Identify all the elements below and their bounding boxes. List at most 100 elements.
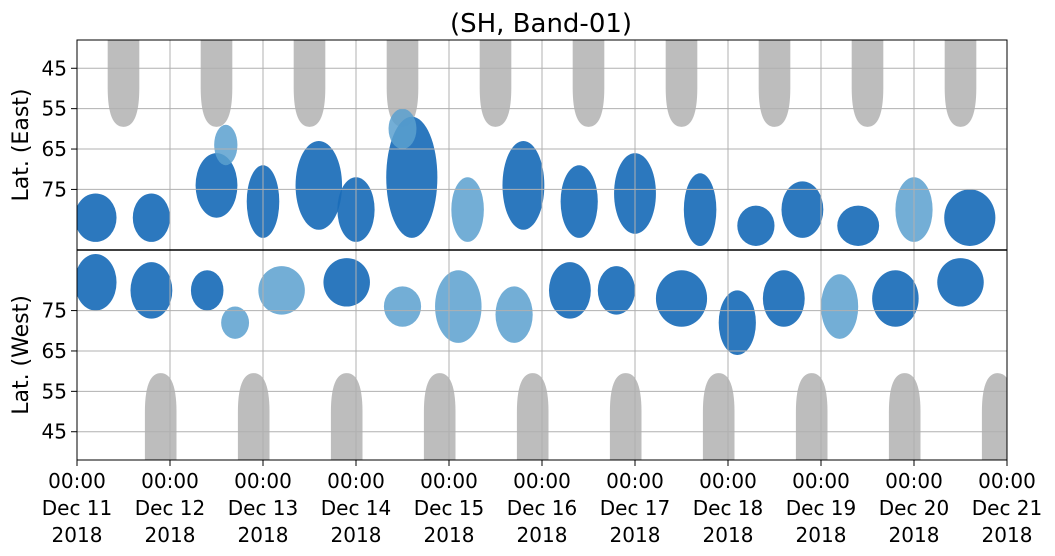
- night-region-west-2: [330, 373, 363, 460]
- activity-west-3: [221, 306, 250, 339]
- activity-west-12: [718, 290, 756, 356]
- activity-west-10: [597, 266, 636, 315]
- activity-east-5: [295, 140, 343, 230]
- night-region-west-3: [423, 373, 456, 460]
- night-region-east-1: [200, 40, 233, 127]
- y-tick-label-east-0: 45: [42, 56, 67, 80]
- activity-west-0: [77, 254, 117, 311]
- activity-east-13: [683, 173, 717, 246]
- x-tick-label-3: 00:00 Dec 14 2018: [321, 469, 392, 547]
- y-tick-label-east-2: 65: [42, 137, 67, 161]
- x-tick-label-8: 00:00 Dec 19 2018: [786, 469, 857, 547]
- y-tick-label-west-0: 75: [42, 299, 67, 323]
- night-region-east-5: [572, 40, 605, 127]
- activity-west-5: [323, 258, 370, 307]
- x-tick-label-0: 00:00 Dec 11 2018: [42, 469, 113, 547]
- x-tick-time-4: 00:00: [420, 469, 478, 493]
- x-tick-time-7: 00:00: [699, 469, 757, 493]
- x-tick-date-1: Dec 12: [135, 496, 206, 520]
- activity-west-7: [435, 270, 482, 343]
- activity-west-9: [548, 262, 591, 319]
- activity-east-16: [837, 205, 880, 246]
- night-region-east-7: [758, 40, 791, 127]
- x-tick-label-10: 00:00 Dec 21 2018: [972, 469, 1043, 547]
- night-region-west-1: [237, 373, 270, 460]
- activity-west-8: [495, 286, 533, 343]
- activity-west-11: [655, 270, 708, 327]
- y-tick-label-east-1: 55: [42, 97, 67, 121]
- x-tick-time-5: 00:00: [513, 469, 571, 493]
- x-tick-year-0: 2018: [52, 523, 103, 547]
- x-tick-year-5: 2018: [517, 523, 568, 547]
- activity-west-16: [937, 258, 984, 307]
- activity-east-1: [132, 193, 170, 242]
- x-tick-year-9: 2018: [889, 523, 940, 547]
- y-tick-label-west-3: 45: [42, 420, 67, 444]
- night-region-east-9: [944, 40, 977, 127]
- x-tick-date-4: Dec 15: [414, 496, 485, 520]
- plot-area: 45 55 65 75 75 65 55 45 00:00 Dec 11 2018 00:00 Dec …: [42, 39, 1043, 547]
- x-tick-time-3: 00:00: [327, 469, 385, 493]
- activity-east-15: [781, 181, 824, 238]
- y-tick-label-west-1: 65: [42, 339, 67, 363]
- x-tick-time-0: 00:00: [48, 469, 106, 493]
- y-axis-title-east: Lat. (East): [9, 89, 34, 202]
- activity-east-9: [451, 177, 484, 242]
- x-tick-year-4: 2018: [424, 523, 475, 547]
- x-tick-time-6: 00:00: [606, 469, 664, 493]
- night-region-west-9: [981, 373, 1007, 460]
- x-tick-date-5: Dec 16: [507, 496, 578, 520]
- night-region-west-8: [888, 373, 921, 460]
- x-tick-date-0: Dec 11: [42, 496, 113, 520]
- activity-east-2: [195, 153, 238, 218]
- x-tick-label-9: 00:00 Dec 20 2018: [879, 469, 950, 547]
- x-tick-year-3: 2018: [331, 523, 382, 547]
- x-tick-time-2: 00:00: [234, 469, 292, 493]
- x-tick-time-8: 00:00: [792, 469, 850, 493]
- x-tick-date-6: Dec 17: [600, 496, 671, 520]
- night-region-west-0: [144, 373, 177, 460]
- y-tick-label-west-2: 55: [42, 379, 67, 403]
- activity-east-14: [737, 205, 775, 246]
- activity-west-1: [130, 262, 173, 319]
- x-tick-year-7: 2018: [703, 523, 754, 547]
- night-region-east-8: [851, 40, 884, 127]
- x-tick-year-1: 2018: [145, 523, 196, 547]
- y-tick-label-east-3: 75: [42, 177, 67, 201]
- night-region-west-5: [609, 373, 642, 460]
- x-tick-label-2: 00:00 Dec 13 2018: [228, 469, 299, 547]
- night-region-east-4: [479, 40, 512, 127]
- night-region-west-7: [795, 373, 828, 460]
- x-tick-label-6: 00:00 Dec 17 2018: [600, 469, 671, 547]
- x-tick-year-8: 2018: [796, 523, 847, 547]
- activity-east-8: [388, 108, 417, 150]
- x-tick-time-1: 00:00: [141, 469, 199, 493]
- plot-content: [77, 40, 1007, 460]
- activity-east-10: [502, 140, 545, 230]
- activity-east-11: [560, 165, 598, 238]
- y-axis-title-west: Lat. (West): [9, 295, 34, 415]
- x-tick-label-7: 00:00 Dec 18 2018: [693, 469, 764, 547]
- x-tick-year-2: 2018: [238, 523, 289, 547]
- x-tick-time-10: 00:00: [978, 469, 1036, 493]
- x-tick-time-9: 00:00: [885, 469, 943, 493]
- x-tick-date-8: Dec 19: [786, 496, 857, 520]
- activity-west-13: [762, 270, 805, 327]
- night-region-west-6: [702, 373, 735, 460]
- night-region-east-3: [386, 40, 419, 127]
- x-tick-date-2: Dec 13: [228, 496, 299, 520]
- activity-west-15: [872, 270, 919, 327]
- chart-title: (SH, Band-01): [450, 9, 632, 39]
- activity-west-4: [258, 266, 305, 315]
- activity-west-2: [190, 270, 224, 311]
- night-region-east-0: [107, 40, 140, 127]
- x-tick-label-4: 00:00 Dec 15 2018: [414, 469, 485, 547]
- night-region-east-2: [293, 40, 326, 127]
- night-region-east-6: [665, 40, 698, 127]
- x-tick-date-3: Dec 14: [321, 496, 392, 520]
- x-tick-date-7: Dec 18: [693, 496, 764, 520]
- x-tick-year-10: 2018: [982, 523, 1033, 547]
- x-tick-label-5: 00:00 Dec 16 2018: [507, 469, 578, 547]
- activity-west-6: [383, 286, 422, 327]
